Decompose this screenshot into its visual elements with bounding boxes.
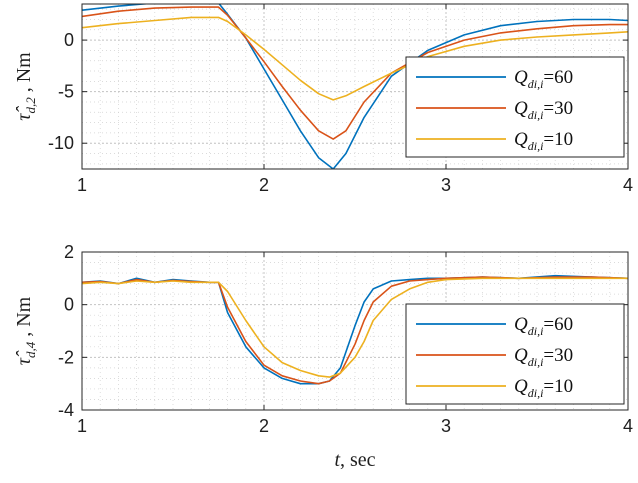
axes-box bbox=[81, 251, 629, 411]
y-tick-label: -10 bbox=[48, 133, 74, 153]
legend-label: Qdi,i=60 bbox=[514, 314, 573, 338]
x-tick-label: 3 bbox=[441, 175, 451, 195]
legend: Qdi,i=60 Qdi,i=30 Qdi,i=10 bbox=[405, 303, 625, 405]
legend-label: Qdi,i=30 bbox=[514, 345, 573, 369]
series-line-30 bbox=[82, 6, 628, 140]
x-tick-label: 1 bbox=[77, 416, 87, 436]
y-tick-label: 2 bbox=[64, 242, 74, 262]
legend-label: Qdi,i=10 bbox=[514, 376, 573, 400]
series-group bbox=[82, 274, 628, 385]
series-line-10 bbox=[82, 277, 628, 378]
x-tick-label: 1 bbox=[77, 175, 87, 195]
chart-panel-1: 1 2 3 40-5-10τ̂d,2 , Nm Qdi,i=60Qdi,i=30Qdi,… bbox=[13, 3, 633, 195]
series-line-60 bbox=[82, 4, 628, 169]
legend-box bbox=[405, 303, 625, 405]
y-axis-label: τ̂d,2 , Nm bbox=[13, 52, 38, 121]
series-line-10 bbox=[82, 16, 628, 101]
x-tick-label: 2 bbox=[259, 416, 269, 436]
legend-label: Qdi,i=30 bbox=[514, 98, 573, 122]
y-tick-label: -2 bbox=[58, 347, 74, 367]
x-tick-label: 4 bbox=[623, 175, 633, 195]
x-tick-label: 4 bbox=[623, 416, 633, 436]
chart-panel-2: 1 2 3 420-2-4τ̂d,4 , Nmt, secQdi,i=60Qdi,i=… bbox=[13, 242, 633, 471]
x-tick-label: 3 bbox=[441, 416, 451, 436]
legend-label: Qdi,i=60 bbox=[514, 67, 573, 91]
x-axis-label: t, sec bbox=[334, 449, 375, 471]
legend: Qdi,i=60 Qdi,i=30 Qdi,i=10 bbox=[405, 56, 625, 158]
y-tick-label: -4 bbox=[58, 400, 74, 420]
y-tick-label: 0 bbox=[64, 30, 74, 50]
x-tick-label: 2 bbox=[259, 175, 269, 195]
y-tick-label: -5 bbox=[58, 82, 74, 102]
y-axis-label: τ̂d,4 , Nm bbox=[13, 296, 38, 365]
legend-label: Qdi,i=10 bbox=[514, 129, 573, 153]
legend-box bbox=[405, 56, 625, 158]
y-tick-label: 0 bbox=[64, 295, 74, 315]
series-group bbox=[82, 4, 628, 169]
axes-box bbox=[81, 3, 629, 170]
